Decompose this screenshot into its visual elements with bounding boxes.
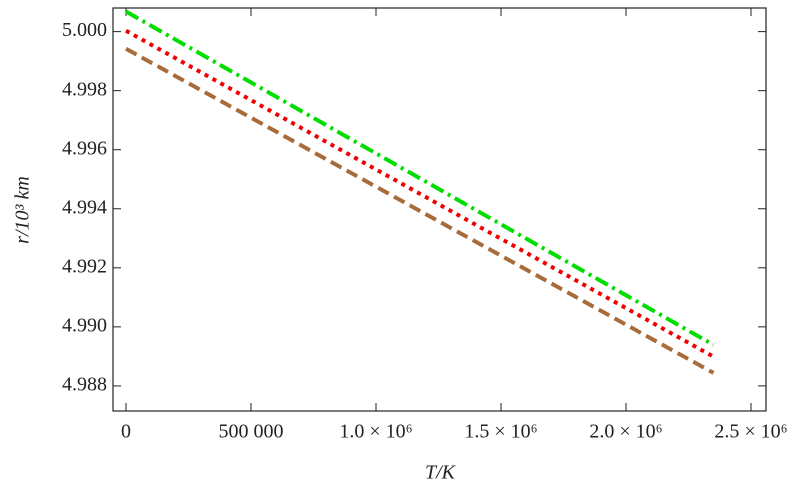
x-axis-label: T/K xyxy=(425,462,457,484)
y-axis-label: r/10³ km xyxy=(12,176,34,244)
y-tick-label: 4.996 xyxy=(62,137,107,159)
x-tick-label: 1.5 × 10⁶ xyxy=(464,421,537,443)
x-tick-label: 0 xyxy=(121,421,131,443)
data-line xyxy=(125,28,715,359)
y-tick-label: 4.994 xyxy=(62,196,107,218)
y-tick-label: 5.000 xyxy=(62,19,107,41)
y-tick-label: 4.998 xyxy=(62,78,107,100)
y-tick-label: 4.992 xyxy=(62,255,107,277)
data-line xyxy=(125,46,715,375)
y-tick-label: 4.990 xyxy=(62,314,107,336)
y-tick-label: 4.988 xyxy=(62,373,107,395)
x-tick-label: 500 000 xyxy=(219,421,284,443)
data-line xyxy=(125,9,715,347)
x-tick-label: 2.5 × 10⁶ xyxy=(714,421,787,443)
x-tick-label: 2.0 × 10⁶ xyxy=(589,421,662,443)
plot-frame xyxy=(112,7,767,412)
x-tick-label: 1.0 × 10⁶ xyxy=(339,421,412,443)
